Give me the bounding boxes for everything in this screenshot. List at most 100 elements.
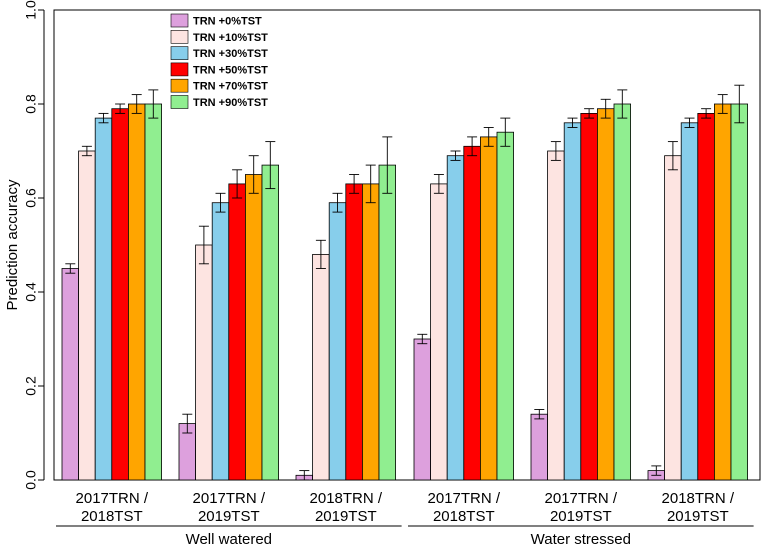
bar [479, 136, 498, 481]
legend-label: TRN +90%TST [193, 97, 268, 109]
error-bar [483, 127, 494, 147]
bar [211, 202, 230, 481]
y-axis-label: Prediction accuracy [4, 179, 21, 310]
legend-swatch [170, 78, 189, 93]
bar [496, 131, 515, 481]
bar [144, 103, 163, 481]
x-category-label-line1: 2017TRN / [545, 490, 618, 507]
error-bar [382, 136, 393, 194]
x-category-label-line2: 2018TST [433, 508, 495, 525]
error-bar [717, 94, 728, 114]
bar [697, 113, 715, 481]
error-bar [98, 112, 109, 124]
error-bar [349, 174, 360, 194]
legend-item: TRN +70%TST [170, 78, 268, 93]
error-bar [265, 141, 276, 190]
error-bar [584, 108, 595, 119]
legend-item: TRN +90%TST [170, 95, 268, 109]
error-bar [182, 413, 193, 434]
bar [111, 108, 129, 481]
error-bar [617, 89, 628, 119]
bar [244, 174, 263, 481]
x-category-label-line1: 2017TRN / [76, 490, 149, 507]
legend-swatch [170, 62, 189, 77]
error-bar [567, 117, 578, 128]
bar [413, 338, 432, 481]
error-bar [365, 164, 376, 204]
legend-label: TRN +30%TST [193, 48, 268, 60]
y-tick-label: 0.8 [23, 94, 39, 114]
error-bar [550, 141, 561, 161]
legend-item: TRN +50%TST [170, 62, 268, 77]
y-tick-label: 0.0 [23, 470, 39, 490]
bar [730, 103, 749, 481]
error-bar [450, 150, 461, 161]
bar [94, 117, 113, 481]
bar [430, 183, 448, 481]
bar [446, 155, 465, 481]
error-bar [467, 136, 478, 157]
x-category-label-line2: 2019TST [198, 508, 260, 525]
error-bar [684, 117, 695, 128]
bar [228, 183, 246, 481]
legend-label: TRN +10%TST [193, 32, 268, 44]
bar [361, 183, 380, 481]
x-category-label-line2: 2019TST [550, 508, 612, 525]
y-tick-label: 1.0 [23, 0, 39, 20]
error-bar [332, 192, 343, 213]
y-tick-label: 0.6 [23, 188, 39, 208]
bar [680, 122, 699, 481]
bar [195, 244, 213, 481]
bar [597, 108, 615, 481]
y-tick-label: 0.4 [23, 282, 39, 302]
bar [563, 122, 582, 481]
bar [664, 155, 682, 481]
error-bar [148, 89, 159, 119]
legend-label: TRN +50%TST [193, 64, 268, 76]
x-category-label-line1: 2017TRN / [428, 490, 501, 507]
error-bar [115, 103, 126, 114]
legend-item: TRN +10%TST [170, 29, 268, 44]
bar [530, 413, 549, 481]
error-bar [667, 141, 678, 171]
bar [78, 150, 96, 481]
error-bar [500, 117, 511, 147]
error-bar [65, 263, 76, 274]
bar [328, 202, 347, 481]
legend-swatch [170, 46, 189, 60]
error-bar [534, 409, 545, 420]
legend-item: TRN +0%TST [170, 13, 262, 28]
error-bar [215, 192, 226, 213]
bar [463, 145, 481, 481]
error-bar [315, 239, 326, 269]
bar [613, 103, 632, 481]
x-category-label-line2: 2019TST [315, 508, 377, 525]
error-bar [417, 333, 428, 345]
bar [312, 253, 330, 481]
error-bar [81, 145, 92, 157]
bar [714, 103, 732, 481]
bar [261, 164, 280, 481]
legend-swatch [170, 29, 189, 44]
legend-label: TRN +70%TST [193, 81, 268, 93]
x-category-label-line1: 2018TRN / [662, 490, 735, 507]
x-category-label-line2: 2018TST [81, 508, 143, 525]
legend-label: TRN +0%TST [193, 16, 262, 28]
x-category-label-line1: 2017TRN / [193, 490, 266, 507]
error-bar [734, 84, 745, 124]
x-category-label-line2: 2019TST [667, 508, 729, 525]
group-label: Well watered [186, 531, 272, 548]
error-bar [198, 225, 209, 265]
error-bar [433, 174, 444, 194]
bar [345, 183, 363, 481]
legend-swatch [170, 13, 189, 28]
legend-item: TRN +30%TST [170, 46, 268, 60]
error-bar [232, 169, 243, 199]
plot-frame [53, 9, 761, 481]
bar [547, 150, 565, 481]
bar [61, 268, 80, 481]
legend-swatch [170, 95, 189, 109]
error-bar [299, 470, 310, 481]
